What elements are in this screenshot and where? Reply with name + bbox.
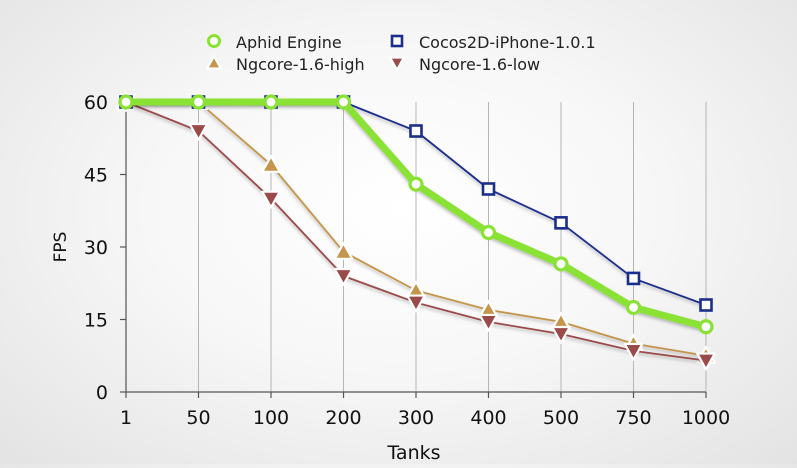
legend-label: Ngcore-1.6-high: [236, 55, 365, 74]
x-tick-label: 50: [186, 407, 210, 429]
x-axis-title: Tanks: [386, 442, 440, 464]
data-point: [188, 122, 209, 141]
data-point: [696, 352, 716, 371]
legend-marker: [207, 34, 221, 48]
data-point: [623, 342, 644, 361]
data-point: [333, 267, 354, 286]
x-tick-label: 200: [325, 407, 361, 429]
series-layer: [116, 92, 716, 371]
data-point: [261, 154, 281, 173]
legend-item: Cocos2D-iPhone-1.0.1: [390, 33, 596, 52]
data-point: [408, 176, 424, 192]
data-point: [261, 190, 281, 209]
data-point: [263, 94, 279, 110]
data-point: [118, 94, 134, 110]
data-point: [553, 256, 569, 272]
data-point: [481, 182, 496, 196]
data-point: [333, 241, 354, 260]
data-point: [190, 94, 207, 110]
legend: Aphid Engine Cocos2D-iPhone-1.0.1 Ngcore-1…: [206, 33, 596, 74]
legend-item: Ngcore-1.6-high: [206, 55, 365, 74]
data-point: [699, 298, 713, 312]
y-tick-label: 45: [84, 165, 108, 187]
x-tick-label: 300: [398, 407, 434, 429]
data-point: [409, 124, 423, 138]
data-point: [480, 224, 497, 241]
axis-layer: 0 15 30 45 60 1 50 100 200 300 400 500 750 1000: [84, 92, 730, 429]
x-tick-label: 1: [120, 407, 132, 429]
y-axis-title: FPS: [51, 232, 71, 263]
data-point: [554, 216, 568, 230]
y-tick-label: 60: [84, 92, 108, 114]
data-point: [698, 319, 714, 335]
x-tick-label: 100: [253, 407, 289, 429]
data-point: [551, 325, 571, 344]
legend-marker: [390, 34, 404, 48]
legend-label: Ngcore-1.6-low: [419, 55, 540, 74]
y-tick-label: 0: [96, 382, 108, 404]
data-point: [625, 299, 642, 316]
x-tick-label: 400: [470, 407, 506, 429]
legend-label: Aphid Engine: [236, 33, 342, 52]
legend-marker: [389, 56, 405, 71]
x-tick-label: 500: [543, 407, 579, 429]
legend-item: Ngcore-1.6-low: [389, 55, 540, 74]
data-point: [478, 313, 499, 332]
data-point: [406, 294, 426, 313]
series-circle: [118, 94, 714, 335]
x-tick-label: 1000: [682, 407, 730, 429]
data-point: [335, 94, 352, 110]
x-tick-label: 750: [615, 407, 651, 429]
data-point: [626, 271, 641, 286]
legend-marker: [206, 55, 222, 70]
legend-label: Cocos2D-iPhone-1.0.1: [419, 33, 596, 52]
y-tick-label: 30: [84, 237, 108, 259]
legend-item: Aphid Engine: [207, 33, 342, 52]
y-tick-label: 15: [84, 310, 108, 332]
